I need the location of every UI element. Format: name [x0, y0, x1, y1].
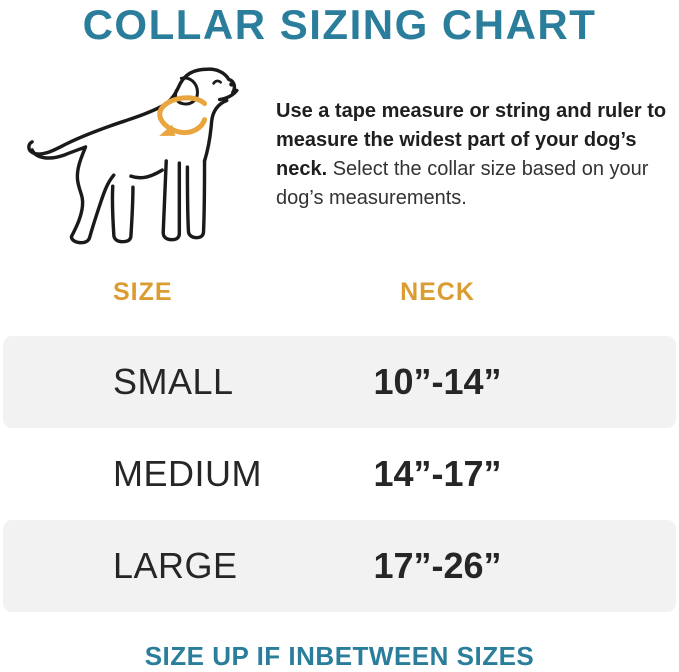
size-up-note: SIZE UP IF INBETWEEN SIZES — [144, 640, 535, 671]
neck-range: 14”-17” — [373, 452, 502, 494]
dog-with-tape-measure-icon — [27, 67, 239, 245]
size-label: SMALL — [113, 360, 234, 402]
column-header-size: SIZE — [113, 277, 173, 306]
instructions-line-1: Use a tape measure or string and ruler t… — [276, 99, 667, 122]
neck-range: 17”-26” — [373, 544, 502, 586]
table-row-large: LARGE 17”-26” — [3, 519, 676, 612]
instructions-line-4: dog’s measurements. — [276, 186, 467, 209]
dog-illustration — [18, 57, 260, 259]
column-header-neck: NECK — [400, 277, 475, 306]
page-title: COLLAR SIZING CHART — [82, 1, 597, 48]
measuring-instructions: Use a tape measure or string and ruler t… — [276, 97, 676, 213]
instructions-line-3: neck. Select the collar size based on yo… — [276, 157, 649, 180]
table-row-medium: MEDIUM 14”-17” — [0, 428, 679, 520]
table-row-small: SMALL 10”-14” — [3, 335, 676, 428]
intro-section: Use a tape measure or string and ruler t… — [0, 47, 679, 259]
tape-measure-collar-icon — [157, 95, 208, 136]
table-header-row: SIZE NECK — [0, 277, 679, 306]
table-body: SMALL 10”-14” MEDIUM 14”-17” LARGE 17”-2… — [0, 335, 679, 612]
sizing-table: SIZE NECK SMALL 10”-14” MEDIUM 14”-17” L… — [0, 278, 679, 612]
instructions-line-2: measure the widest part of your dog’s — [276, 128, 637, 151]
dog-nose — [229, 82, 235, 87]
neck-range: 10”-14” — [373, 360, 502, 402]
size-label: MEDIUM — [113, 452, 262, 494]
size-label: LARGE — [113, 544, 238, 586]
